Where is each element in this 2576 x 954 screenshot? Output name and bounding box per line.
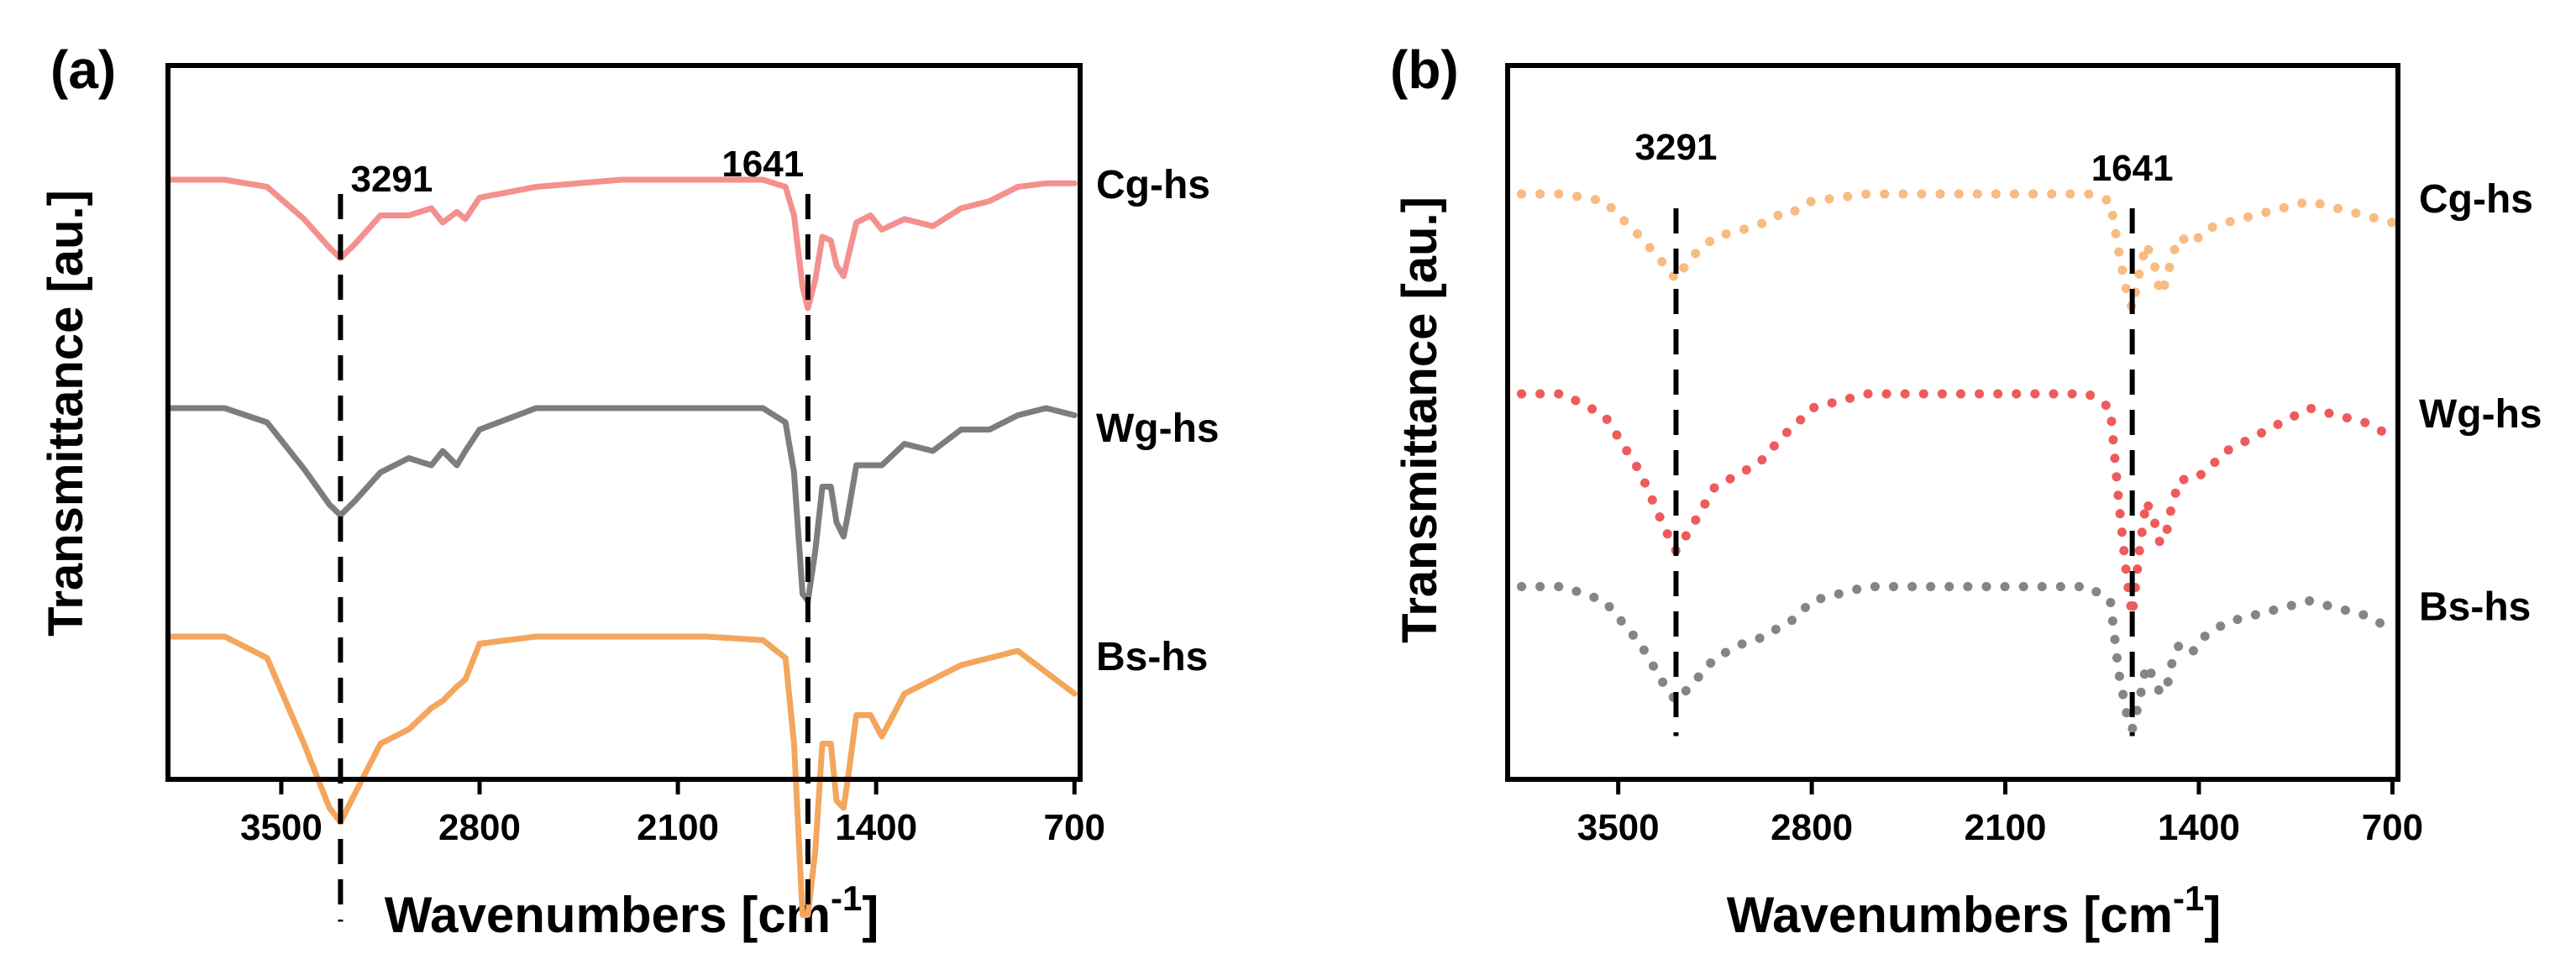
panel-b-legend-cg-hs: Cg-hs [2419,177,2533,222]
panel-b-x-tick-label: 2100 [1965,807,2047,848]
panel-a-marker-label-1641: 1641 [721,144,804,185]
panel-b-series-bs-hs [1517,582,2397,734]
panel-b-series-cg-hs [1517,189,2397,313]
panel-b-legend-wg-hs: Wg-hs [2419,392,2542,437]
panel-a-series-cg-hs [165,176,1078,312]
panel-a-x-tick-label: 2100 [637,807,719,848]
panel-a-x-axis-label-main: Wavenumbers [cm [385,887,831,943]
panel-b-x-tick-label: 1400 [2158,807,2240,848]
panel-a-markers: 3291 1641 [338,144,811,922]
panel-b-legend-bs-hs: Bs-hs [2419,585,2531,630]
panel-b-x-axis-label-main: Wavenumbers [cm [1727,887,2173,943]
panel-a-x-tick-label: 3500 [240,807,323,848]
panel-b-series [1517,189,2397,734]
panel-b-y-axis-label: Transmittance [au.] [1393,197,1447,643]
panel-b-legend: Cg-hs Wg-hs Bs-hs [2419,177,2542,630]
panel-a-legend: Cg-hs Wg-hs Bs-hs [1096,163,1220,679]
panel-a-x-axis-label: Wavenumbers [cm-1] [385,878,879,943]
panel-a-legend-bs-hs: Bs-hs [1096,635,1208,679]
panel-a-x-tick-label: 2800 [438,807,521,848]
panel-b-x-axis-label-sup: -1 [2173,878,2204,918]
panel-a-y-axis-label: Transmittance [au.] [39,190,93,637]
panel-b-markers: 3291 1641 [1635,127,2174,736]
panel-a-x-axis-label-close: ] [862,887,879,943]
panel-a-legend-cg-hs: Cg-hs [1096,163,1210,207]
panel-a-x-axis-label-sup: -1 [831,878,862,918]
panel-a-series-bs-hs [165,633,1078,918]
panel-b-series-wg-hs [1517,389,2397,620]
panel-b-x-tick-label: 3500 [1577,807,1660,848]
panel-b-x-tick-label: 2800 [1771,807,1853,848]
panel-b-x-axis-label: Wavenumbers [cm-1] [1727,878,2222,943]
panel-a-x-tick-label: 1400 [835,807,917,848]
panel-b-marker-label-1641: 1641 [2091,148,2174,189]
panel-b-ticks: 3500 2800 2100 1400 700 [1577,779,2423,848]
panel-b-x-tick-label: 700 [2362,807,2423,848]
panel-b: (b) Transmittance [au.] Wavenumbers [cm-… [1390,39,2542,943]
panel-a: (a) Transmittance [au.] Wavenumbers [cm-… [39,39,1220,943]
panel-b-plot-frame [1505,63,2400,782]
panel-a-legend-wg-hs: Wg-hs [1096,406,1220,451]
panel-a-series-wg-hs [165,405,1078,604]
panel-a-x-tick-label: 700 [1044,807,1105,848]
panel-a-ticks: 3500 2800 2100 1400 700 [240,779,1105,848]
panel-a-marker-label-3291: 3291 [350,159,433,200]
panel-b-marker-label-3291: 3291 [1635,127,1718,168]
panel-a-series [165,176,1078,918]
panel-a-plot-frame [165,63,1083,782]
panel-a-label: (a) [50,39,116,100]
panel-b-x-axis-label-close: ] [2204,887,2221,943]
panel-b-label: (b) [1390,39,1459,100]
